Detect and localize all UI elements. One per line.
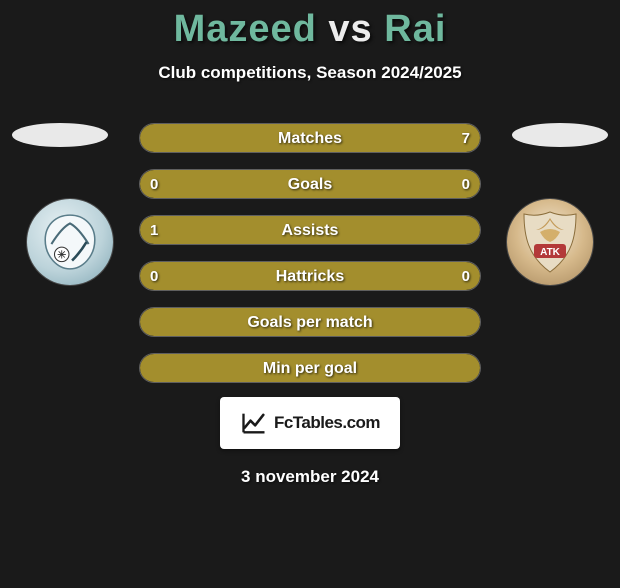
stat-label: Goals xyxy=(140,170,480,199)
stat-label: Assists xyxy=(140,216,480,245)
branding-badge[interactable]: FcTables.com xyxy=(220,397,400,449)
player2-name: Rai xyxy=(384,8,446,50)
svg-text:ATK: ATK xyxy=(540,247,561,258)
stat-bar-hattricks: 00Hattricks xyxy=(139,261,481,291)
stat-label: Hattricks xyxy=(140,262,480,291)
stat-bar-assists: 1Assists xyxy=(139,215,481,245)
branding-text: FcTables.com xyxy=(274,413,380,433)
player1-ellipse xyxy=(12,123,108,147)
stat-bar-min-per-goal: Min per goal xyxy=(139,353,481,383)
subtitle: Club competitions, Season 2024/2025 xyxy=(0,63,620,83)
player1-name: Mazeed xyxy=(174,8,317,50)
player2-club-badge: ATK xyxy=(507,199,593,285)
comparison-title: Mazeed vs Rai xyxy=(0,8,620,51)
player1-club-badge xyxy=(27,199,113,285)
chart-line-icon xyxy=(240,409,268,437)
club-badge-right-icon: ATK xyxy=(514,206,586,278)
stat-label: Goals per match xyxy=(140,308,480,337)
comparison-content: ATK 7Matches 00Goals 1Assists 00Hattricks Go… xyxy=(0,123,620,383)
stat-bar-goals: 00Goals xyxy=(139,169,481,199)
stat-label: Matches xyxy=(140,124,480,153)
player2-ellipse xyxy=(512,123,608,147)
stat-bars: 7Matches 00Goals 1Assists 00Hattricks Goals … xyxy=(139,123,481,383)
stat-label: Min per goal xyxy=(140,354,480,383)
comparison-date: 3 november 2024 xyxy=(0,467,620,487)
club-badge-left-icon xyxy=(39,211,101,273)
stat-bar-matches: 7Matches xyxy=(139,123,481,153)
stat-bar-goals-per-match: Goals per match xyxy=(139,307,481,337)
vs-separator: vs xyxy=(328,8,372,50)
